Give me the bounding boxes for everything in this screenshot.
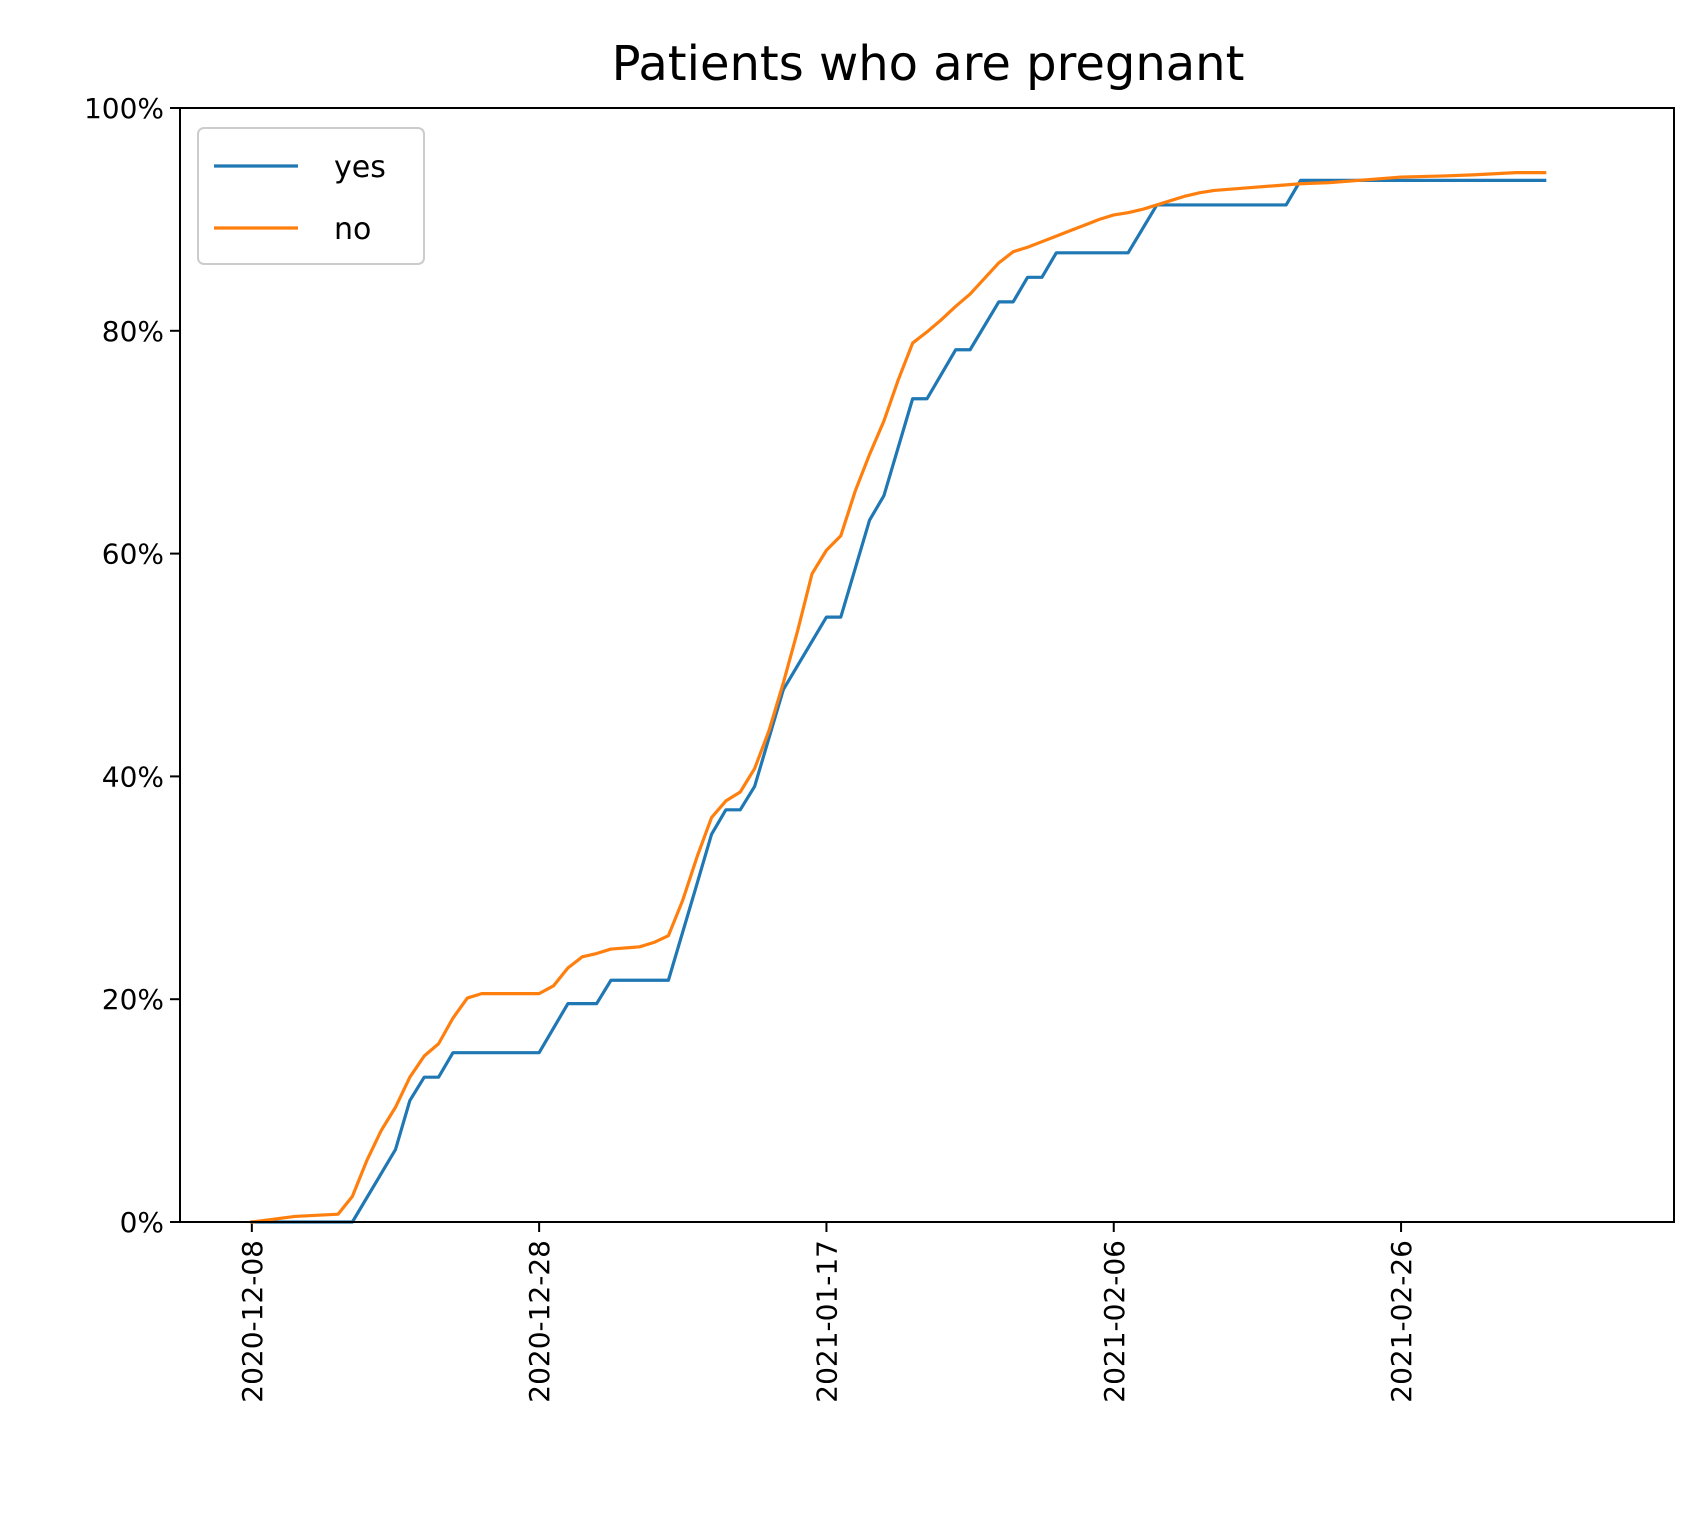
x-tick-label: 2020-12-08: [236, 1240, 269, 1403]
y-tick-label: 40%: [102, 760, 164, 793]
series-line-yes: [250, 178, 1547, 1224]
y-tick-label: 20%: [102, 983, 164, 1016]
x-tick-label: 2020-12-28: [523, 1240, 556, 1403]
y-axis: 0% 20% 40% 60% 80% 100%: [84, 92, 180, 1239]
chart-title: Patients who are pregnant: [612, 36, 1245, 92]
legend-box: [197, 127, 425, 265]
series-line-no: [250, 171, 1547, 1224]
x-tick-label: 2021-01-17: [810, 1240, 843, 1403]
y-tick-label: 80%: [102, 315, 164, 348]
plot-frame: [179, 107, 1675, 1223]
legend-label-yes: yes: [334, 150, 386, 185]
x-axis: 2020-12-08 2020-12-28 2021-01-17 2021-02-06…: [236, 1222, 1418, 1403]
legend-label-no: no: [334, 212, 371, 247]
plot-lines: [250, 171, 1547, 1224]
x-tick-label: 2021-02-26: [1385, 1240, 1418, 1403]
y-tick-label: 100%: [84, 92, 164, 125]
y-tick-label: 60%: [102, 538, 164, 571]
legend: yes no: [197, 127, 425, 265]
y-tick-label: 0%: [120, 1206, 164, 1239]
x-tick-label: 2021-02-06: [1098, 1240, 1131, 1403]
